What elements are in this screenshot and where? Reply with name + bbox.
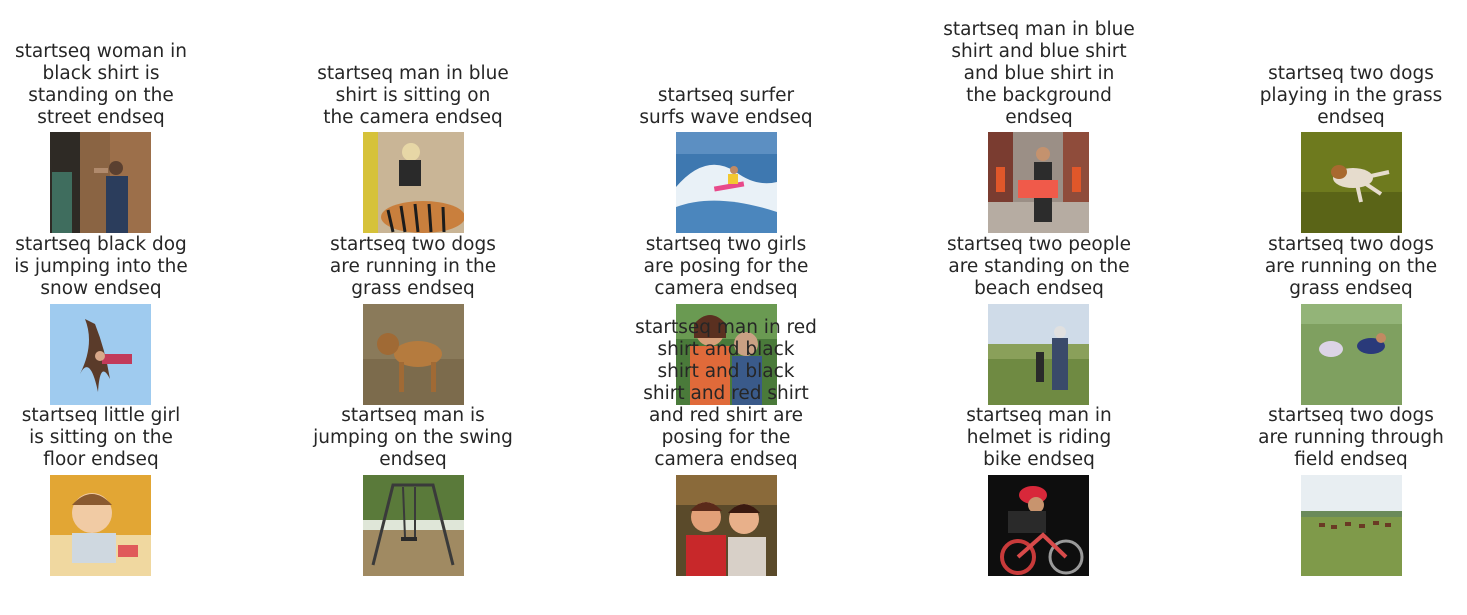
photo-field-cattle <box>1301 475 1402 576</box>
photo-dogs-grass <box>1301 304 1402 405</box>
caption-14: startseq man in helmet is riding bike en… <box>966 405 1112 470</box>
photo-cyclist <box>988 475 1089 576</box>
caption-8: startseq two girls are posing for the ca… <box>643 234 809 299</box>
photo-hair-flip <box>50 304 151 405</box>
caption-7: startseq two dogs are running in the gra… <box>329 234 497 299</box>
caption-9: startseq two people are standing on the … <box>946 234 1132 299</box>
caption-2: startseq man in blue shirt is sitting on… <box>317 63 509 128</box>
caption-11: startseq little girl is sitting on the f… <box>21 405 181 470</box>
caption-12: startseq man is jumping on the swing end… <box>313 405 513 470</box>
caption-6: startseq black dog is jumping into the s… <box>14 234 188 299</box>
photo-two-women <box>676 475 777 576</box>
photo-baby <box>50 475 151 576</box>
caption-13: startseq man in red shirt and black shir… <box>635 317 817 470</box>
photo-swing <box>363 475 464 576</box>
photo-hillside <box>988 304 1089 405</box>
photo-dog-leaping <box>1301 132 1402 233</box>
caption-15: startseq two dogs are running through fi… <box>1258 405 1444 470</box>
photo-two-girls <box>676 304 777 405</box>
caption-10: startseq two dogs are running on the gra… <box>1264 234 1438 299</box>
photo-child-tiger <box>363 132 464 233</box>
photo-brown-dog <box>363 304 464 405</box>
photo-woman-street <box>50 132 151 233</box>
photo-surfer <box>676 132 777 233</box>
caption-3: startseq surfer surfs wave endseq <box>639 85 813 128</box>
caption-5: startseq two dogs playing in the grass e… <box>1259 63 1443 128</box>
photo-man-sign <box>988 132 1089 233</box>
caption-1: startseq woman in black shirt is standin… <box>14 41 187 128</box>
caption-4: startseq man in blue shirt and blue shir… <box>943 19 1135 128</box>
